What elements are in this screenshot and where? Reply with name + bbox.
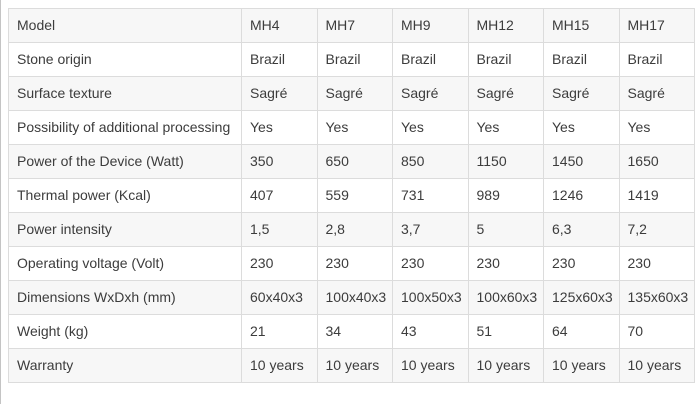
product-spec-table: Model MH4 MH7 MH9 MH12 MH15 MH17 Stone origin Br… bbox=[8, 8, 695, 383]
cell-value: Yes bbox=[316, 110, 393, 145]
cell-value: 70 bbox=[618, 314, 695, 349]
table-row: Thermal power (Kcal) 407 559 731 989 1246 1419 bbox=[8, 178, 695, 213]
cell-value: MH9 bbox=[392, 8, 469, 43]
table-row: Possibility of additional processing Yes Y… bbox=[8, 110, 695, 145]
cell-value: 10 years bbox=[392, 348, 469, 383]
cell-value: 230 bbox=[392, 246, 469, 281]
cell-value: MH4 bbox=[241, 8, 318, 43]
cell-value: 989 bbox=[467, 178, 544, 213]
cell-value: 559 bbox=[316, 178, 393, 213]
row-label: Operating voltage (Volt) bbox=[8, 246, 242, 281]
cell-value: 10 years bbox=[241, 348, 318, 383]
cell-value: Sagré bbox=[316, 76, 393, 111]
table-row: Surface texture Sagré Sagré Sagré Sagré Sagré… bbox=[8, 76, 695, 111]
cell-value: 1246 bbox=[543, 178, 620, 213]
cell-value: 350 bbox=[241, 144, 318, 179]
cell-value: 100x50x3 bbox=[392, 280, 469, 315]
cell-value: 3,7 bbox=[392, 212, 469, 247]
cell-value: Yes bbox=[392, 110, 469, 145]
row-label: Dimensions WxDxh (mm) bbox=[8, 280, 242, 315]
cell-value: 10 years bbox=[467, 348, 544, 383]
cell-value: 230 bbox=[618, 246, 695, 281]
table-row: Warranty 10 years 10 years 10 years 10 years… bbox=[8, 348, 695, 383]
cell-value: 51 bbox=[467, 314, 544, 349]
cell-value: 43 bbox=[392, 314, 469, 349]
row-label: Weight (kg) bbox=[8, 314, 242, 349]
cell-value: 125x60x3 bbox=[543, 280, 620, 315]
table-row: Model MH4 MH7 MH9 MH12 MH15 MH17 bbox=[8, 8, 695, 43]
cell-value: MH17 bbox=[618, 8, 695, 43]
cell-value: 230 bbox=[543, 246, 620, 281]
cell-value: 731 bbox=[392, 178, 469, 213]
table-row: Power intensity 1,5 2,8 3,7 5 6,3 7,2 bbox=[8, 212, 695, 247]
cell-value: Sagré bbox=[467, 76, 544, 111]
cell-value: Yes bbox=[543, 110, 620, 145]
cell-value: 2,8 bbox=[316, 212, 393, 247]
cell-value: 1,5 bbox=[241, 212, 318, 247]
spec-table-body: Model MH4 MH7 MH9 MH12 MH15 MH17 Stone origin Br… bbox=[8, 8, 695, 383]
cell-value: 1150 bbox=[467, 144, 544, 179]
cell-value: 6,3 bbox=[543, 212, 620, 247]
table-row: Stone origin Brazil Brazil Brazil Brazil Braz… bbox=[8, 42, 695, 77]
cell-value: Brazil bbox=[543, 42, 620, 77]
cell-value: 64 bbox=[543, 314, 620, 349]
cell-value: Sagré bbox=[618, 76, 695, 111]
row-label: Surface texture bbox=[8, 76, 242, 111]
cell-value: MH12 bbox=[467, 8, 544, 43]
cell-value: 230 bbox=[241, 246, 318, 281]
cell-value: 650 bbox=[316, 144, 393, 179]
cell-value: Brazil bbox=[316, 42, 393, 77]
cell-value: Brazil bbox=[618, 42, 695, 77]
cell-value: Brazil bbox=[241, 42, 318, 77]
cell-value: 1419 bbox=[618, 178, 695, 213]
row-label: Model bbox=[8, 8, 242, 43]
cell-value: Brazil bbox=[392, 42, 469, 77]
row-label: Stone origin bbox=[8, 42, 242, 77]
cell-value: 230 bbox=[467, 246, 544, 281]
cell-value: 60x40x3 bbox=[241, 280, 318, 315]
cell-value: 100x60x3 bbox=[467, 280, 544, 315]
row-label: Warranty bbox=[8, 348, 242, 383]
cell-value: MH7 bbox=[316, 8, 393, 43]
cell-value: 7,2 bbox=[618, 212, 695, 247]
cell-value: 850 bbox=[392, 144, 469, 179]
cell-value: Sagré bbox=[543, 76, 620, 111]
cell-value: 34 bbox=[316, 314, 393, 349]
cell-value: Yes bbox=[467, 110, 544, 145]
cell-value: 1450 bbox=[543, 144, 620, 179]
row-label: Power of the Device (Watt) bbox=[8, 144, 242, 179]
cell-value: 5 bbox=[467, 212, 544, 247]
row-label: Thermal power (Kcal) bbox=[8, 178, 242, 213]
cell-value: MH15 bbox=[543, 8, 620, 43]
table-row: Dimensions WxDxh (mm) 60x40x3 100x40x3 100x… bbox=[8, 280, 695, 315]
table-row: Operating voltage (Volt) 230 230 230 230 230 2… bbox=[8, 246, 695, 281]
cell-value: Yes bbox=[618, 110, 695, 145]
cell-value: 10 years bbox=[316, 348, 393, 383]
cell-value: 100x40x3 bbox=[316, 280, 393, 315]
cell-value: 407 bbox=[241, 178, 318, 213]
cell-value: Yes bbox=[241, 110, 318, 145]
cell-value: 230 bbox=[316, 246, 393, 281]
cell-value: Sagré bbox=[241, 76, 318, 111]
cell-value: 10 years bbox=[543, 348, 620, 383]
cell-value: 21 bbox=[241, 314, 318, 349]
cell-value: 10 years bbox=[618, 348, 695, 383]
cell-value: 135x60x3 bbox=[618, 280, 695, 315]
cell-value: Brazil bbox=[467, 42, 544, 77]
cell-value: 1650 bbox=[618, 144, 695, 179]
table-row: Power of the Device (Watt) 350 650 850 1150 1… bbox=[8, 144, 695, 179]
table-row: Weight (kg) 21 34 43 51 64 70 bbox=[8, 314, 695, 349]
row-label: Power intensity bbox=[8, 212, 242, 247]
page-left-edge-line bbox=[0, 0, 1, 404]
cell-value: Sagré bbox=[392, 76, 469, 111]
row-label: Possibility of additional processing bbox=[8, 110, 242, 145]
